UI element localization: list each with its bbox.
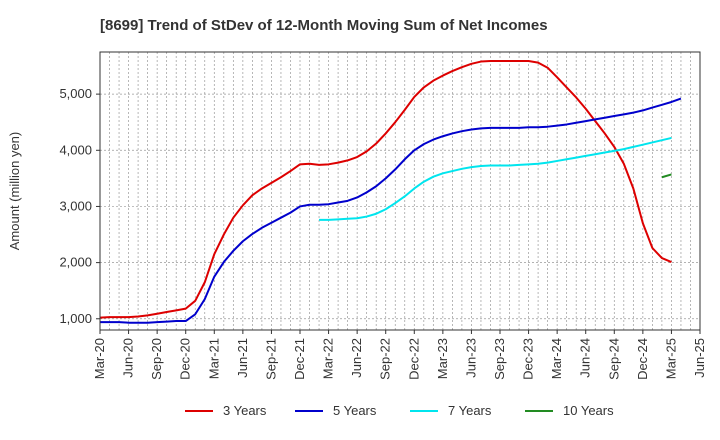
series-line-10-years [661,173,672,179]
x-tick-label: Dec-21 [292,338,307,380]
x-tick-label: Mar-25 [663,338,678,379]
y-tick-label: 5,000 [59,86,92,101]
x-tick-label: Dec-24 [635,338,650,380]
legend-label: 10 Years [563,403,614,418]
legend-label: 3 Years [223,403,267,418]
x-tick-label: Mar-21 [206,338,221,379]
x-tick-label: Sep-20 [149,338,164,380]
x-tick-label: Sep-22 [378,338,393,380]
x-tick-label: Mar-22 [321,338,336,379]
y-tick-label: 4,000 [59,142,92,157]
series-line-7-years [319,136,672,221]
y-axis: 1,000 2,000 3,000 4,000 5,000 [59,86,100,326]
x-tick-label: Jun-21 [235,338,250,378]
x-tick-label: Mar-20 [92,338,107,379]
legend: 3 Years 5 Years 7 Years 10 Years [185,403,614,418]
y-tick-label: 2,000 [59,255,92,270]
y-tick-label: 3,000 [59,198,92,213]
legend-label: 7 Years [448,403,492,418]
series-line-3-years [99,59,672,319]
x-tick-label: Jun-24 [578,338,593,378]
plot-background [100,52,700,330]
y-tick-label: 1,000 [59,311,92,326]
legend-label: 5 Years [333,403,377,418]
x-tick-label: Sep-24 [606,338,621,380]
x-tick-label: Dec-20 [178,338,193,380]
x-tick-label: Jun-23 [463,338,478,378]
plot-frame [99,51,701,331]
x-tick-label: Sep-23 [492,338,507,380]
series-lines [99,59,682,324]
x-tick-label: Jun-20 [121,338,136,378]
grid [100,52,700,330]
chart-title: [8699] Trend of StDev of 12-Month Moving… [100,17,548,34]
x-tick-label: Jun-25 [692,338,707,378]
x-tick-label: Mar-23 [435,338,450,379]
series-line-5-years [100,97,682,324]
plot-area [99,51,701,331]
y-axis-label: Amount (million yen) [7,132,22,251]
x-tick-label: Dec-22 [406,338,421,380]
x-tick-label: Mar-24 [549,338,564,379]
x-tick-label: Jun-22 [349,338,364,378]
x-tick-label: Dec-23 [521,338,536,380]
x-tick-label: Sep-21 [263,338,278,380]
x-axis: Mar-20 Jun-20 Sep-20 Dec-20 Mar-21 Jun-21 Sep-… [92,330,707,380]
